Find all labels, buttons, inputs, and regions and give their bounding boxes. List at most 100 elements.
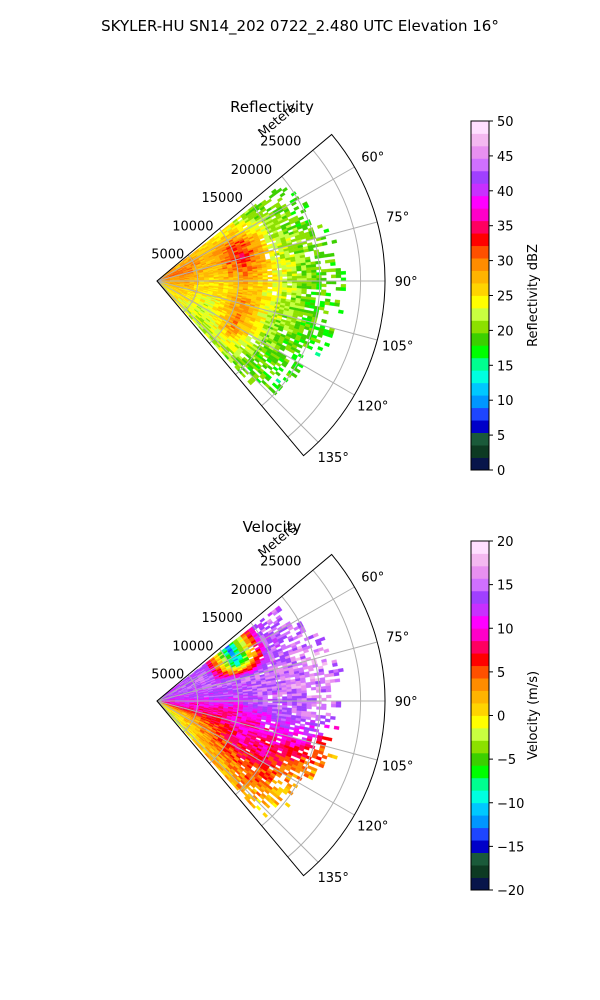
radar-cell <box>272 276 278 280</box>
panels: 50001000015000200002500060°75°90°105°120… <box>151 98 541 899</box>
radar-cell <box>267 282 273 286</box>
radar-cell <box>228 698 234 700</box>
radar-cell <box>306 275 312 279</box>
radar-cell <box>315 291 322 296</box>
radar-cell <box>340 287 346 292</box>
range-tick-label: 5000 <box>151 248 184 263</box>
radar-cell <box>324 673 330 678</box>
radar-cell <box>289 726 295 731</box>
colorbar-swatch <box>471 208 489 222</box>
colorbar-tick-label: 35 <box>497 220 514 235</box>
colorbar-swatch <box>471 158 489 172</box>
colorbar-swatch <box>471 183 489 197</box>
radar-cell <box>286 292 292 296</box>
azimuth-tick-label: 90° <box>395 275 418 290</box>
radar-cell <box>277 276 283 280</box>
radar-cell <box>315 266 322 271</box>
radar-cell <box>312 243 319 248</box>
radar-cell <box>306 267 312 271</box>
radar-cell <box>310 291 317 296</box>
colorbar-swatch <box>471 432 489 446</box>
radar-cell <box>291 710 297 714</box>
radar-cell <box>272 702 278 706</box>
radar-cell <box>277 274 283 277</box>
radar-cell <box>279 192 286 198</box>
colorbar-swatch <box>471 407 489 421</box>
radar-cell <box>301 285 307 289</box>
radar-cell <box>318 671 325 676</box>
radar-cell <box>275 378 282 384</box>
colorbar-swatch <box>471 420 489 433</box>
radar-cell <box>282 285 288 288</box>
colorbar-swatch <box>471 121 489 134</box>
radar-cell <box>319 636 326 642</box>
colorbar-swatch <box>471 332 489 346</box>
radar-cell <box>252 277 259 280</box>
colorbar-swatch <box>471 283 489 296</box>
radar-cell <box>304 721 311 726</box>
radar-cell <box>282 274 288 277</box>
azimuth-tick-label: 120° <box>357 400 388 415</box>
radar-cell <box>291 285 298 289</box>
radar-cell <box>306 706 312 710</box>
radar-cell <box>324 342 331 348</box>
radar-cell <box>298 215 305 221</box>
radar-cell <box>276 187 283 194</box>
radar-cell <box>306 272 312 276</box>
radar-cell <box>321 318 327 324</box>
radar-cell <box>296 283 303 287</box>
colorbar-swatch <box>471 295 489 309</box>
colorbar-swatch <box>471 457 489 471</box>
radar-cell <box>334 302 340 307</box>
radar-cell <box>290 210 297 216</box>
radar-cell <box>252 695 259 698</box>
colorbar-tick-label: 25 <box>497 290 514 305</box>
radar-cell <box>330 262 336 266</box>
radar-cell <box>264 625 271 631</box>
colorbar-tick-label: 40 <box>497 185 514 200</box>
radar-cell <box>329 679 336 683</box>
radar-cell <box>282 705 288 708</box>
radar-cell <box>321 736 328 741</box>
radar-cell <box>318 306 325 311</box>
radar-cell <box>306 283 312 287</box>
radar-cell <box>335 268 341 272</box>
radar-cell <box>294 640 301 646</box>
colorbar-swatch <box>471 445 489 458</box>
colorbar-swatch <box>471 395 489 409</box>
radar-cell <box>310 681 316 685</box>
radar-cell <box>301 283 307 287</box>
radar-cell <box>301 690 307 694</box>
radar-cell <box>277 694 283 697</box>
radar-cell <box>272 365 279 372</box>
radar-cell <box>291 271 298 275</box>
radar-cell <box>316 286 322 290</box>
radar-cell <box>247 277 254 280</box>
colorbar-swatch <box>471 233 489 247</box>
radar-cell <box>314 338 321 344</box>
radar-cell <box>286 273 293 277</box>
range-tick-label: 15000 <box>202 191 243 206</box>
radar-cell <box>323 310 329 315</box>
radar-cell <box>277 366 284 373</box>
radar-cell <box>340 270 346 275</box>
radar-cell <box>267 272 273 276</box>
radar-cell <box>301 275 307 279</box>
radar-cell <box>296 288 302 292</box>
radar-cell <box>252 275 259 278</box>
radar-cell <box>321 241 328 246</box>
radar-cell <box>314 326 320 331</box>
radar-cell <box>240 372 247 379</box>
radar-cell <box>296 268 302 272</box>
radar-cell <box>306 270 312 274</box>
colorbar-swatch <box>471 307 489 321</box>
radar-cell <box>330 716 336 720</box>
radar-cell <box>296 690 302 694</box>
radar-cell <box>266 266 273 270</box>
radar-cell <box>306 703 312 707</box>
radar-cell <box>291 695 298 699</box>
colorbar-swatch <box>471 170 489 184</box>
radar-cell <box>274 370 281 377</box>
radar-cell <box>324 253 330 258</box>
radar-cell <box>328 672 335 677</box>
